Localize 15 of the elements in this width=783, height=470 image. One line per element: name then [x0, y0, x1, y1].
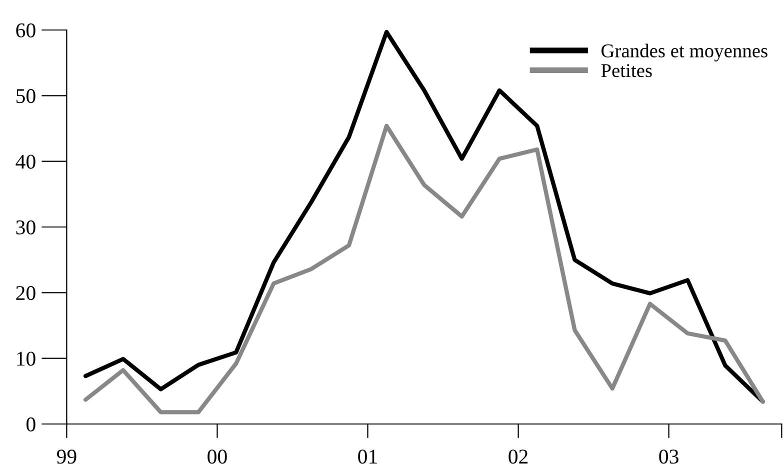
y-tick-label: 20: [16, 286, 36, 300]
y-tick-label: 40: [16, 154, 36, 169]
x-tick-label: 01: [358, 450, 377, 464]
line-series: [83, 124, 765, 414]
y-tick-label: 10: [17, 352, 36, 366]
y-tick-label: 0: [26, 417, 36, 432]
x-tick-label: 99: [56, 450, 76, 464]
x-tick-label: 02: [508, 450, 528, 464]
legend-label: Petites: [601, 64, 652, 78]
y-tick-label: 30: [16, 220, 36, 234]
y-tick-label: 60: [16, 23, 36, 38]
x-tick-label: 00: [208, 450, 227, 464]
y-tick-label: 50: [16, 89, 36, 104]
legend-label: Grandes et moyennes: [601, 44, 768, 62]
x-tick-label: 03: [659, 450, 678, 464]
